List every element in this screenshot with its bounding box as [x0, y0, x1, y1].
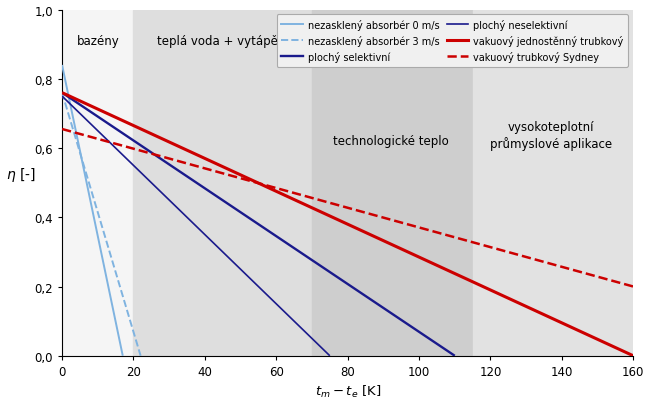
Bar	[133, 11, 312, 356]
Text: bazény: bazény	[77, 35, 119, 48]
Text: technologické teplo: technologické teplo	[333, 135, 448, 148]
Bar	[62, 11, 133, 356]
X-axis label: $t_m - t_e$ [K]: $t_m - t_e$ [K]	[315, 384, 381, 399]
Bar	[312, 11, 473, 356]
Bar	[473, 11, 633, 356]
Text: teplá voda + vytápění: teplá voda + vytápění	[157, 35, 289, 48]
Y-axis label: $\eta$ [-]: $\eta$ [-]	[6, 165, 36, 183]
Text: vysokoteplotní
průmyslové aplikace: vysokoteplotní průmyslové aplikace	[490, 121, 612, 150]
Legend: nezasklený absorbér 0 m/s, nezasklený absorbér 3 m/s, plochý selektivní, plochý : nezasklený absorbér 0 m/s, nezasklený ab…	[276, 15, 629, 68]
